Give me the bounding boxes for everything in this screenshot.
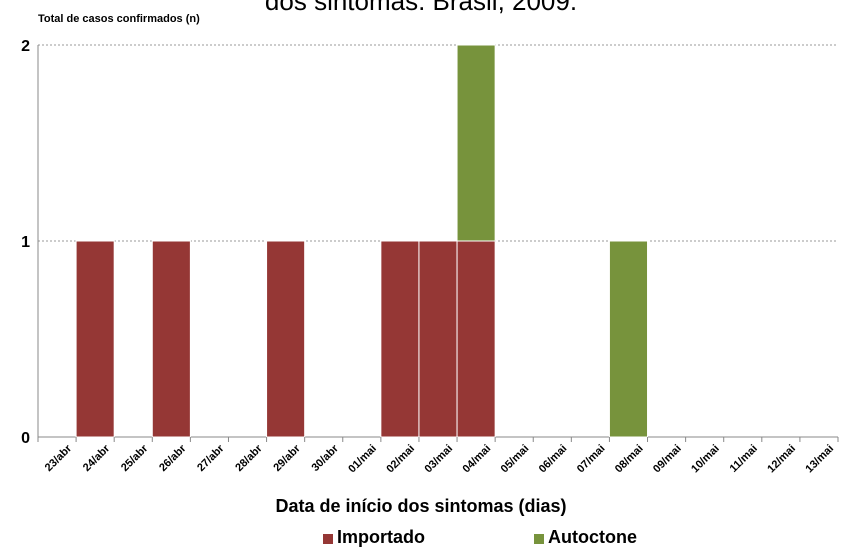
x-tick-label: 11/mai (728, 443, 760, 475)
x-tick-label: 08/mai (613, 443, 646, 476)
x-tick-label: 13/mai (803, 443, 836, 476)
legend-swatch-importado (323, 534, 333, 544)
x-tick-label: 09/mai (651, 443, 684, 476)
x-tick-label: 27/abr (195, 442, 227, 474)
bar-importado-24/abr (75, 240, 115, 438)
x-tick-label: 30/abr (309, 442, 341, 474)
x-tick-label: 05/mai (499, 443, 532, 476)
legend-label-autoctone: Autoctone (548, 527, 637, 547)
x-tick-label: 01/mai (346, 443, 379, 476)
legend: Importado Autoctone (0, 527, 842, 547)
x-tick-label: 06/mai (537, 443, 570, 476)
x-tick-label: 12/mai (765, 443, 798, 476)
bar-importado-02/mai (380, 240, 420, 438)
y-tick-label: 1 (21, 234, 30, 251)
x-tick-label: 24/abr (81, 442, 113, 474)
bar-importado-26/abr (151, 240, 191, 438)
x-tick-label: 26/abr (157, 442, 189, 474)
bar-autoctone-08/mai (608, 240, 649, 438)
legend-label-importado: Importado (337, 527, 425, 547)
bar-autoctone-04/mai (456, 44, 496, 242)
y-axis-label: Total de casos confirmados (n) (38, 13, 200, 25)
x-tick-label: 10/mai (689, 443, 722, 476)
bar-importado-29/abr (266, 240, 306, 438)
x-tick-label: 04/mai (461, 443, 494, 476)
legend-swatch-autoctone (534, 534, 544, 544)
x-tick-label: 03/mai (422, 443, 455, 476)
x-axis-label: Data de início dos sintomas (dias) (275, 496, 567, 516)
x-tick-label: 23/abr (43, 442, 75, 474)
y-tick-label: 0 (21, 430, 30, 447)
x-tick-label: 07/mai (575, 443, 608, 476)
chart-title: dos sintomas. Brasil, 2009. (264, 0, 578, 16)
x-tick-label: 29/abr (271, 442, 303, 474)
x-tick-label: 25/abr (119, 442, 151, 474)
bar-importado-03/mai (418, 240, 458, 438)
y-tick-label: 2 (21, 38, 30, 55)
x-tick-label: 28/abr (233, 442, 265, 474)
bar-importado-04/mai (456, 240, 496, 438)
x-tick-label: 02/mai (384, 443, 417, 476)
